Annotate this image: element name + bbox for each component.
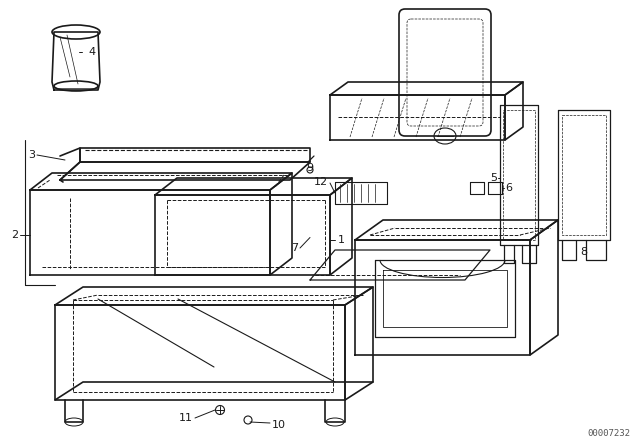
Text: 9: 9 [307, 163, 314, 173]
Text: 1: 1 [338, 235, 345, 245]
Text: 5: 5 [490, 173, 497, 183]
Text: 3: 3 [28, 150, 35, 160]
Text: 2: 2 [11, 230, 18, 240]
Text: 6: 6 [505, 183, 512, 193]
Text: 7: 7 [291, 243, 298, 253]
Text: 12: 12 [314, 177, 328, 187]
Text: 11: 11 [179, 413, 193, 423]
Text: 00007232: 00007232 [587, 429, 630, 438]
Text: 8: 8 [580, 247, 588, 257]
Text: 4: 4 [88, 47, 95, 57]
Text: 10: 10 [272, 420, 286, 430]
